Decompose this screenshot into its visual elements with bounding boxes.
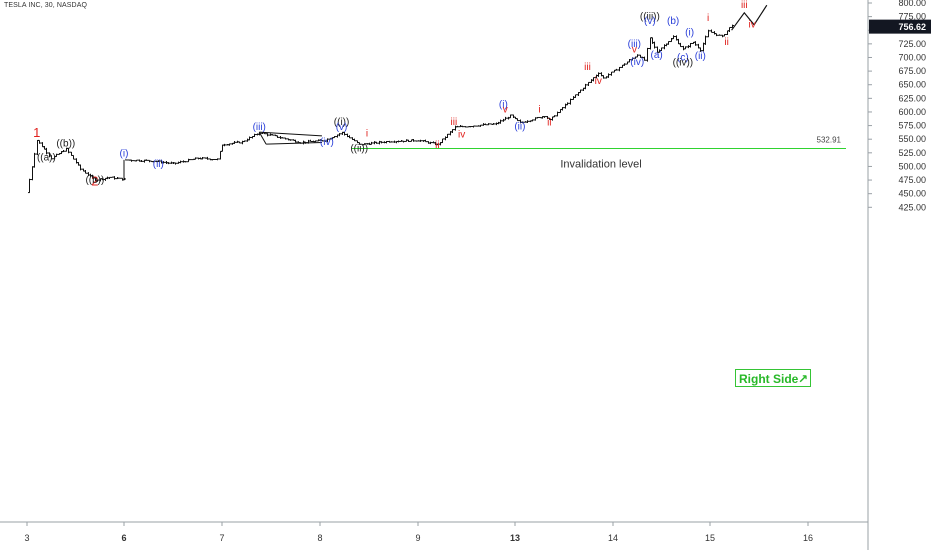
wave-label: ii — [547, 118, 551, 129]
time-tick-label: 13 — [510, 533, 520, 543]
wave-label: (v) — [644, 16, 656, 27]
wave-label: ((ii)) — [350, 144, 368, 155]
wave-label: (i) — [120, 149, 129, 160]
time-tick-label: 6 — [121, 533, 126, 543]
wave-label: (ii) — [514, 121, 525, 132]
wave-label: (i) — [685, 28, 694, 39]
wave-label: v — [632, 45, 637, 56]
price-tick-label: 800.00 — [898, 0, 926, 8]
time-tick-label: 16 — [803, 533, 813, 543]
triangle-left-line — [258, 131, 267, 145]
drawing-layer — [258, 4, 768, 145]
price-tick-label: 650.00 — [898, 80, 926, 90]
price-bars-layer — [28, 24, 734, 194]
price-tick-label: 700.00 — [898, 52, 926, 62]
wave-label: (ii) — [695, 51, 706, 62]
wave-label: ((iii)) — [640, 11, 660, 22]
invalidation-label: Invalidation level — [560, 159, 641, 171]
wave-label: ((b)) — [56, 138, 75, 149]
right-side-badge-label: Right Side — [739, 372, 799, 386]
wave-label: ((iv)) — [673, 58, 694, 69]
wave-label: i — [366, 128, 368, 139]
price-tick-label: 675.00 — [898, 66, 926, 76]
wave-label: i — [707, 13, 709, 24]
wave-label: (iv) — [630, 57, 644, 68]
wave-label: ((a)) — [37, 152, 56, 163]
wave-label: ii — [435, 140, 439, 151]
wave-label: (ii) — [153, 159, 164, 170]
wave-label: (iii) — [253, 122, 266, 133]
wave-label: (b) — [667, 16, 679, 27]
price-tick-label: 475.00 — [898, 175, 926, 185]
wave-label: iii — [451, 117, 458, 128]
wave-label: (c) — [677, 53, 689, 64]
price-tick-label: 425.00 — [898, 202, 926, 212]
last-price-tag — [869, 19, 931, 34]
wave-labels-layer: 12((a))((b))((b))(i)(ii)(iii)(iv)((i))(v… — [33, 0, 756, 189]
wave-label: 1 — [33, 125, 40, 140]
wave-label: (a) — [651, 50, 663, 61]
price-tick-label: 525.00 — [898, 148, 926, 158]
invalidation-value: 532.91 — [817, 136, 842, 145]
wave-label: iv — [595, 76, 602, 87]
price-tick-label: 775.00 — [898, 12, 926, 22]
right-side-badge: Right Side ↗ — [735, 369, 811, 387]
projection-path — [731, 4, 768, 31]
time-tick-label: 14 — [608, 533, 618, 543]
time-tick-label: 7 — [219, 533, 224, 543]
last-price-label: 756.62 — [898, 22, 926, 32]
price-tick-label: 575.00 — [898, 121, 926, 131]
time-tick-label: 3 — [24, 533, 29, 543]
wave-label: (iv) — [320, 137, 334, 148]
price-tick-label: 500.00 — [898, 161, 926, 171]
price-tick-label: 450.00 — [898, 189, 926, 199]
price-tick-label: 725.00 — [898, 39, 926, 49]
wave-label: iii — [741, 0, 748, 11]
wave-label: (i) — [499, 100, 508, 111]
chart-title: TESLA INC, 30, NASDAQ — [4, 2, 88, 9]
price-tick-label: 550.00 — [898, 134, 926, 144]
wave-label: v — [503, 105, 508, 116]
arrow-up-right-icon: ↗ — [798, 372, 809, 386]
price-tick-label: 600.00 — [898, 107, 926, 117]
wave-label: 2 — [91, 174, 98, 189]
wave-label: (v) — [336, 122, 348, 133]
time-tick-label: 8 — [317, 533, 322, 543]
invalidation-layer: 532.91 Invalidation level — [352, 136, 846, 171]
wave-label: iv — [749, 20, 756, 31]
wave-label: i — [538, 105, 540, 116]
wave-label: iii — [584, 62, 591, 73]
triangle-upper-line — [259, 131, 322, 137]
time-tick-label: 9 — [415, 533, 420, 543]
wave-label: ((b)) — [85, 175, 104, 186]
triangle-lower-line — [266, 141, 322, 145]
wave-label: ((i)) — [334, 117, 350, 128]
time-tick-label: 15 — [705, 533, 715, 543]
price-tick-label: 625.00 — [898, 93, 926, 103]
wave-label: iv — [458, 130, 465, 141]
wave-label: ii — [724, 37, 728, 48]
wave-label: (iii) — [628, 39, 641, 50]
